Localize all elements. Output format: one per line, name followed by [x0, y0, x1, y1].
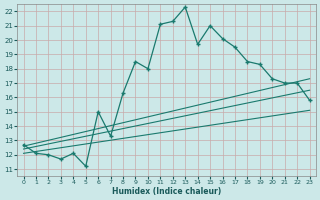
X-axis label: Humidex (Indice chaleur): Humidex (Indice chaleur): [112, 187, 221, 196]
